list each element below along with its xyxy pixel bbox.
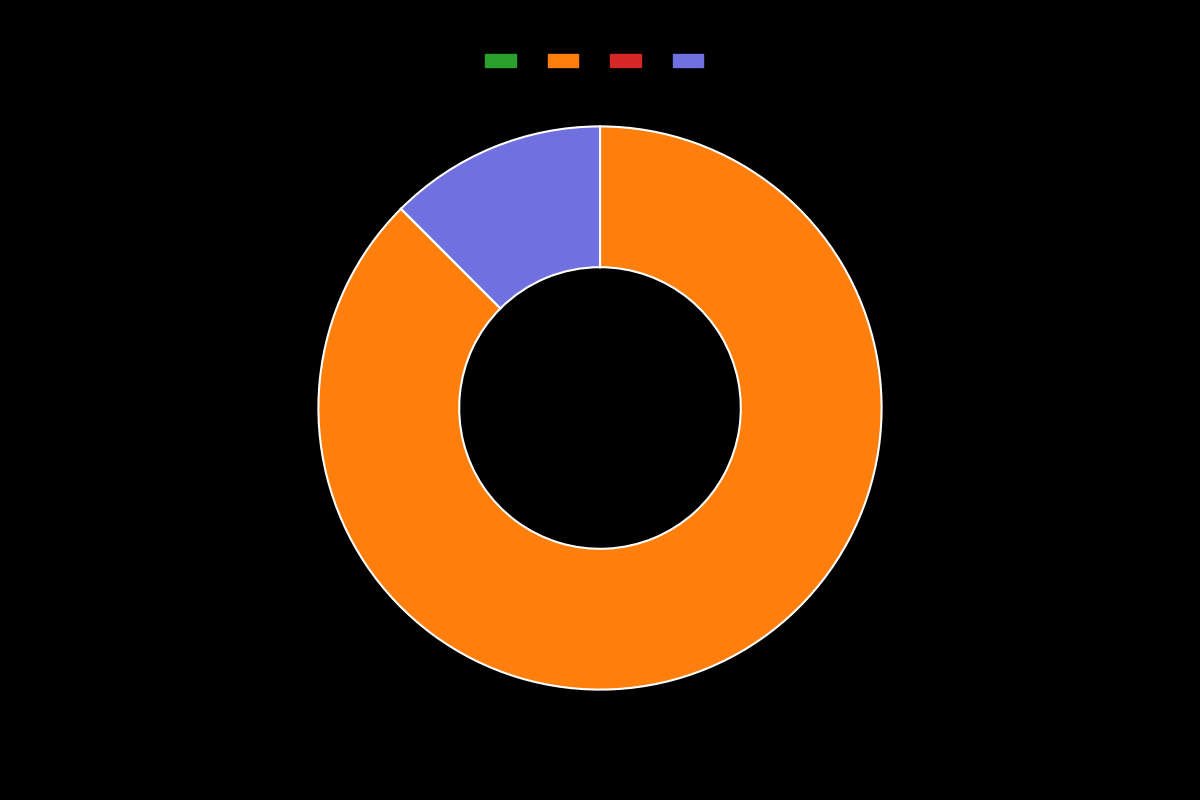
- Wedge shape: [401, 209, 500, 309]
- Wedge shape: [318, 126, 882, 690]
- Legend: , , , : , , ,: [480, 49, 720, 74]
- Wedge shape: [401, 126, 600, 308]
